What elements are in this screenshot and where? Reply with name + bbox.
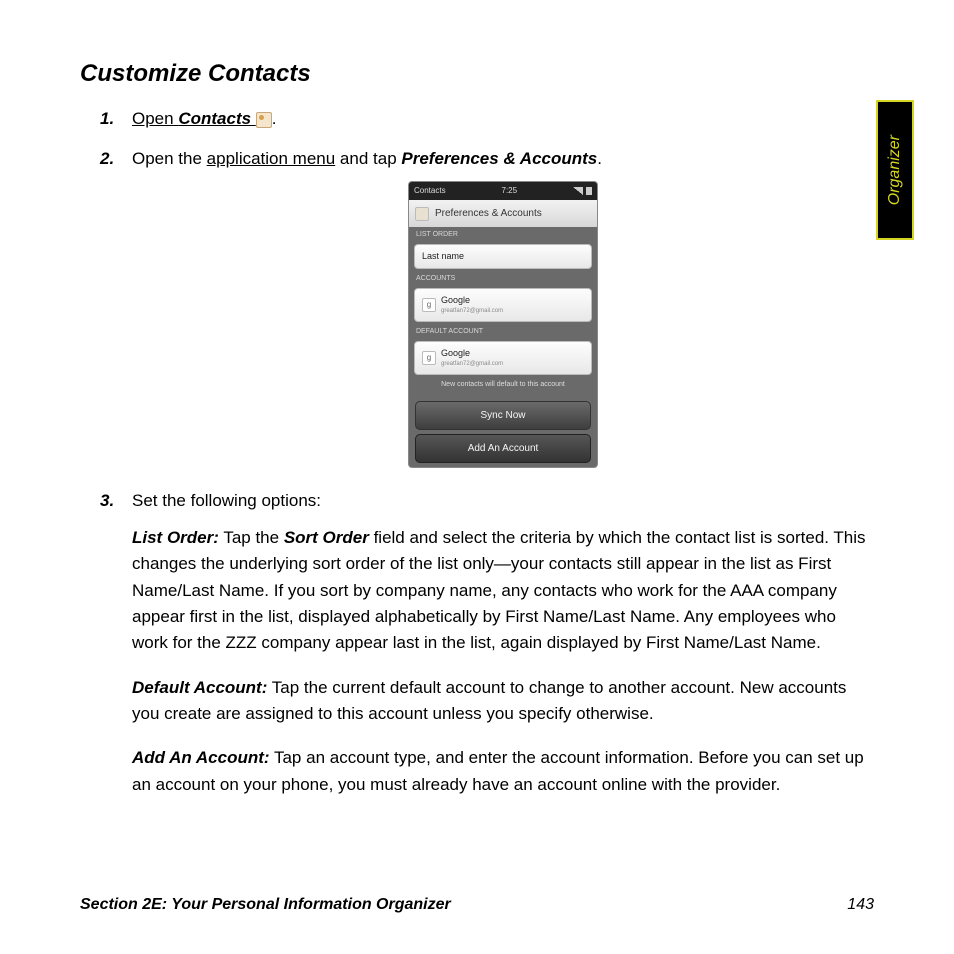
signal-icon [573,187,583,195]
ss-account-row-2[interactable]: g Google greatfan72@gmail.com [414,341,592,376]
google-icon: g [422,298,436,312]
side-tab-label: Organizer [886,135,904,205]
google-icon: g [422,351,436,365]
ss-note: New contacts will default to this accoun… [409,377,597,397]
ss-time: 7:25 [502,185,518,197]
step-3: 3. Set the following options: List Order… [100,488,874,799]
ss-account1-sub: greatfan72@gmail.com [441,307,503,316]
step-2-num: 2. [100,146,114,172]
step-1-open-link[interactable]: Open Contacts [132,109,256,128]
add-account-button[interactable]: Add An Account [415,434,591,463]
ss-account2-name: Google [441,347,503,361]
battery-icon [586,187,592,195]
ss-default-label: DEFAULT ACCOUNT [409,324,597,339]
footer-page-number: 143 [847,896,874,914]
page-footer: Section 2E: Your Personal Information Or… [80,896,874,914]
ss-account1-name: Google [441,294,503,308]
para-add-account: Add An Account: Tap an account type, and… [132,745,874,798]
page-title: Customize Contacts [80,60,874,88]
ss-list-order-value: Last name [422,250,464,264]
ss-list-order-row[interactable]: Last name [414,244,592,270]
ss-account-row-1[interactable]: g Google greatfan72@gmail.com [414,288,592,323]
contacts-icon [256,112,272,128]
ss-status-bar: Contacts 7:25 [409,182,597,200]
ss-accounts-label: ACCOUNTS [409,271,597,286]
back-icon[interactable] [415,207,429,221]
step-1: 1. Open Contacts . [100,106,874,132]
step-1-num: 1. [100,106,114,132]
para-list-order: List Order: Tap the Sort Order field and… [132,525,874,657]
ss-app-name: Contacts [414,185,446,197]
para-default-account: Default Account: Tap the current default… [132,675,874,728]
phone-screenshot: Contacts 7:25 Preferences & Accounts LIS… [408,181,598,468]
side-tab-organizer: Organizer [876,100,914,240]
step-3-text: Set the following options: [132,491,321,510]
ss-header-title: Preferences & Accounts [435,206,542,221]
step-2: 2. Open the application menu and tap Pre… [100,146,874,468]
step-3-num: 3. [100,488,114,514]
application-menu-link[interactable]: application menu [207,149,336,168]
ss-list-order-label: LIST ORDER [409,227,597,242]
sync-now-button[interactable]: Sync Now [415,401,591,430]
ss-header: Preferences & Accounts [409,200,597,227]
footer-section: Section 2E: Your Personal Information Or… [80,896,451,914]
ss-account2-sub: greatfan72@gmail.com [441,360,503,369]
